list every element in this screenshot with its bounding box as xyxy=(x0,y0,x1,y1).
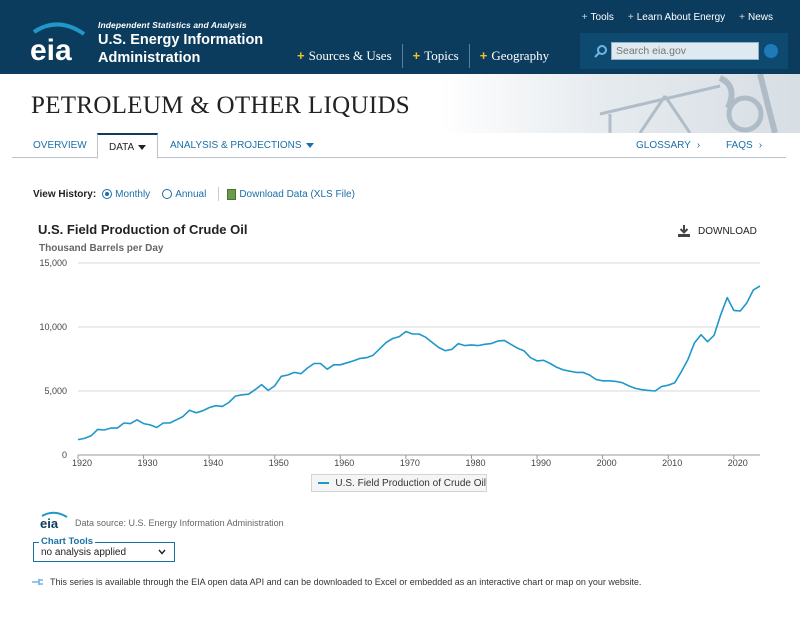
nav-topics[interactable]: + Topics xyxy=(412,48,459,63)
sub-nav: OVERVIEW DATA ANALYSIS & PROJECTIONS GLO… xyxy=(12,133,786,159)
footer-logo-word: eia xyxy=(40,516,59,530)
plus-icon: + xyxy=(479,48,488,63)
search-icon xyxy=(594,45,607,58)
nav-sources-uses[interactable]: + Sources & Uses xyxy=(297,48,392,63)
legend-swatch xyxy=(318,482,330,484)
view-history-label: View History: xyxy=(33,188,97,200)
x-tick-label: 2000 xyxy=(597,458,617,468)
page-title: PETROLEUM & OTHER LIQUIDS xyxy=(31,92,411,119)
x-tick-label: 2020 xyxy=(728,458,748,468)
y-tick-label: 0 xyxy=(62,450,67,460)
chart-legend[interactable]: U.S. Field Production of Crude Oil xyxy=(311,474,487,492)
tab-overview[interactable]: OVERVIEW xyxy=(33,140,87,151)
site-header: eia Independent Statistics and Analysis … xyxy=(0,0,800,74)
radio-annual[interactable]: Annual xyxy=(162,189,206,200)
caret-down-icon xyxy=(305,142,314,148)
view-history: View History: Monthly Annual Download Da… xyxy=(33,187,355,201)
pumpjack-illustration xyxy=(599,74,778,133)
x-tick-label: 2010 xyxy=(662,458,682,468)
search-input[interactable] xyxy=(611,42,759,60)
agency-line1: U.S. Energy Information xyxy=(98,32,264,48)
chart-tools-value: no analysis applied xyxy=(41,547,127,558)
radio-unselected-icon xyxy=(162,189,173,199)
y-tick-label: 15,000 xyxy=(39,258,67,268)
section-banner: PETROLEUM & OTHER LIQUIDS xyxy=(0,74,800,133)
x-tick-label: 1990 xyxy=(531,458,551,468)
chevron-right-icon: › xyxy=(758,140,763,151)
series-line[interactable] xyxy=(77,285,761,441)
chart-gridlines xyxy=(78,262,760,456)
chevron-right-icon: › xyxy=(696,140,701,151)
x-tick-label: 1970 xyxy=(400,458,420,468)
chart-tools-label: Chart Tools xyxy=(39,536,96,547)
radio-selected-icon xyxy=(102,189,113,199)
logo-word: eia xyxy=(30,34,72,66)
api-note: This series is available through the EIA… xyxy=(31,577,641,587)
y-tick-label: 10,000 xyxy=(39,322,67,332)
tab-glossary[interactable]: GLOSSARY › xyxy=(636,140,701,151)
chevron-down-icon xyxy=(158,549,166,555)
nav-divider xyxy=(401,44,403,68)
tab-data[interactable]: DATA xyxy=(97,133,159,159)
eia-footer-logo: eia xyxy=(40,511,68,530)
nav-geography[interactable]: + Geography xyxy=(479,48,550,63)
data-source: Data source: U.S. Energy Information Adm… xyxy=(75,518,284,528)
legend-label: U.S. Field Production of Crude Oil xyxy=(335,477,486,489)
x-axis: 1920 1930 1940 1950 1960 1970 1980 1990 2000 2010… xyxy=(72,455,748,468)
spreadsheet-icon xyxy=(227,188,237,200)
top-links: + Tools + Learn About Energy + News xyxy=(582,12,773,23)
y-axis: 0 5,000 10,000 15,000 xyxy=(39,258,67,460)
nav-divider xyxy=(468,44,470,68)
main-nav: + Sources & Uses + Topics + Geography xyxy=(287,44,559,68)
chart-tools-select[interactable]: Chart Tools no analysis applied xyxy=(33,536,175,562)
top-link-learn[interactable]: + Learn About Energy xyxy=(627,12,726,23)
x-tick-label: 1940 xyxy=(203,458,223,468)
chart-title: U.S. Field Production of Crude Oil xyxy=(38,222,248,237)
x-tick-label: 1920 xyxy=(72,458,92,468)
x-tick-label: 1980 xyxy=(465,458,485,468)
agency-name[interactable]: Independent Statistics and Analysis U.S.… xyxy=(98,20,263,66)
top-link-tools[interactable]: + Tools xyxy=(581,12,614,23)
tab-analysis-projections[interactable]: ANALYSIS & PROJECTIONS xyxy=(170,133,314,158)
plus-icon: + xyxy=(297,48,305,63)
tab-faqs[interactable]: FAQS › xyxy=(726,140,763,151)
plus-icon: + xyxy=(412,48,421,63)
divider xyxy=(218,187,220,201)
y-tick-label: 5,000 xyxy=(44,386,67,396)
agency-line2: Administration xyxy=(98,50,201,66)
search-submit-button[interactable] xyxy=(764,44,778,58)
search-area xyxy=(580,33,788,69)
x-tick-label: 1950 xyxy=(269,458,289,468)
x-tick-label: 1930 xyxy=(138,458,158,468)
download-xls-link[interactable]: Download Data (XLS File) xyxy=(227,188,355,200)
chart-ylabel: Thousand Barrels per Day xyxy=(39,243,164,254)
eia-logo[interactable]: eia xyxy=(26,18,88,66)
x-tick-label: 1960 xyxy=(334,458,354,468)
download-button[interactable]: DOWNLOAD xyxy=(677,224,757,238)
caret-down-icon xyxy=(138,144,147,150)
chart-series xyxy=(77,285,761,441)
top-link-news[interactable]: + News xyxy=(739,12,773,23)
radio-monthly[interactable]: Monthly xyxy=(102,189,150,200)
download-icon xyxy=(678,225,690,237)
tagline: Independent Statistics and Analysis xyxy=(98,20,247,30)
api-plug-icon xyxy=(32,579,43,585)
